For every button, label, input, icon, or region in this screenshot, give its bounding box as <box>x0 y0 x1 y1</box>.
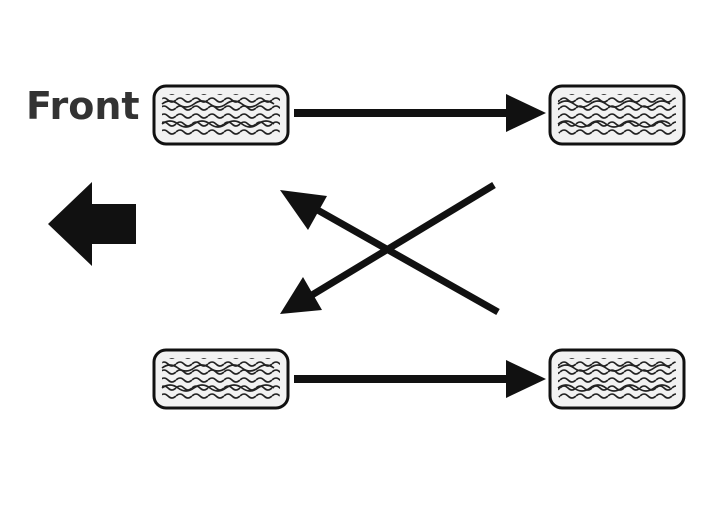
arrow-rear-left-to-rear-right <box>294 360 546 398</box>
arrow-rear-right-to-front-left <box>280 190 500 316</box>
arrow-left-icon <box>48 182 136 266</box>
tire-rear-right <box>548 348 686 410</box>
tire-front-right <box>548 84 686 146</box>
arrow-front-left-to-front-right <box>294 94 546 132</box>
tire-front-left <box>152 84 290 146</box>
tire-rear-left <box>152 348 290 410</box>
arrow-front-right-to-rear-left <box>280 182 496 314</box>
front-label: Front <box>26 84 140 128</box>
